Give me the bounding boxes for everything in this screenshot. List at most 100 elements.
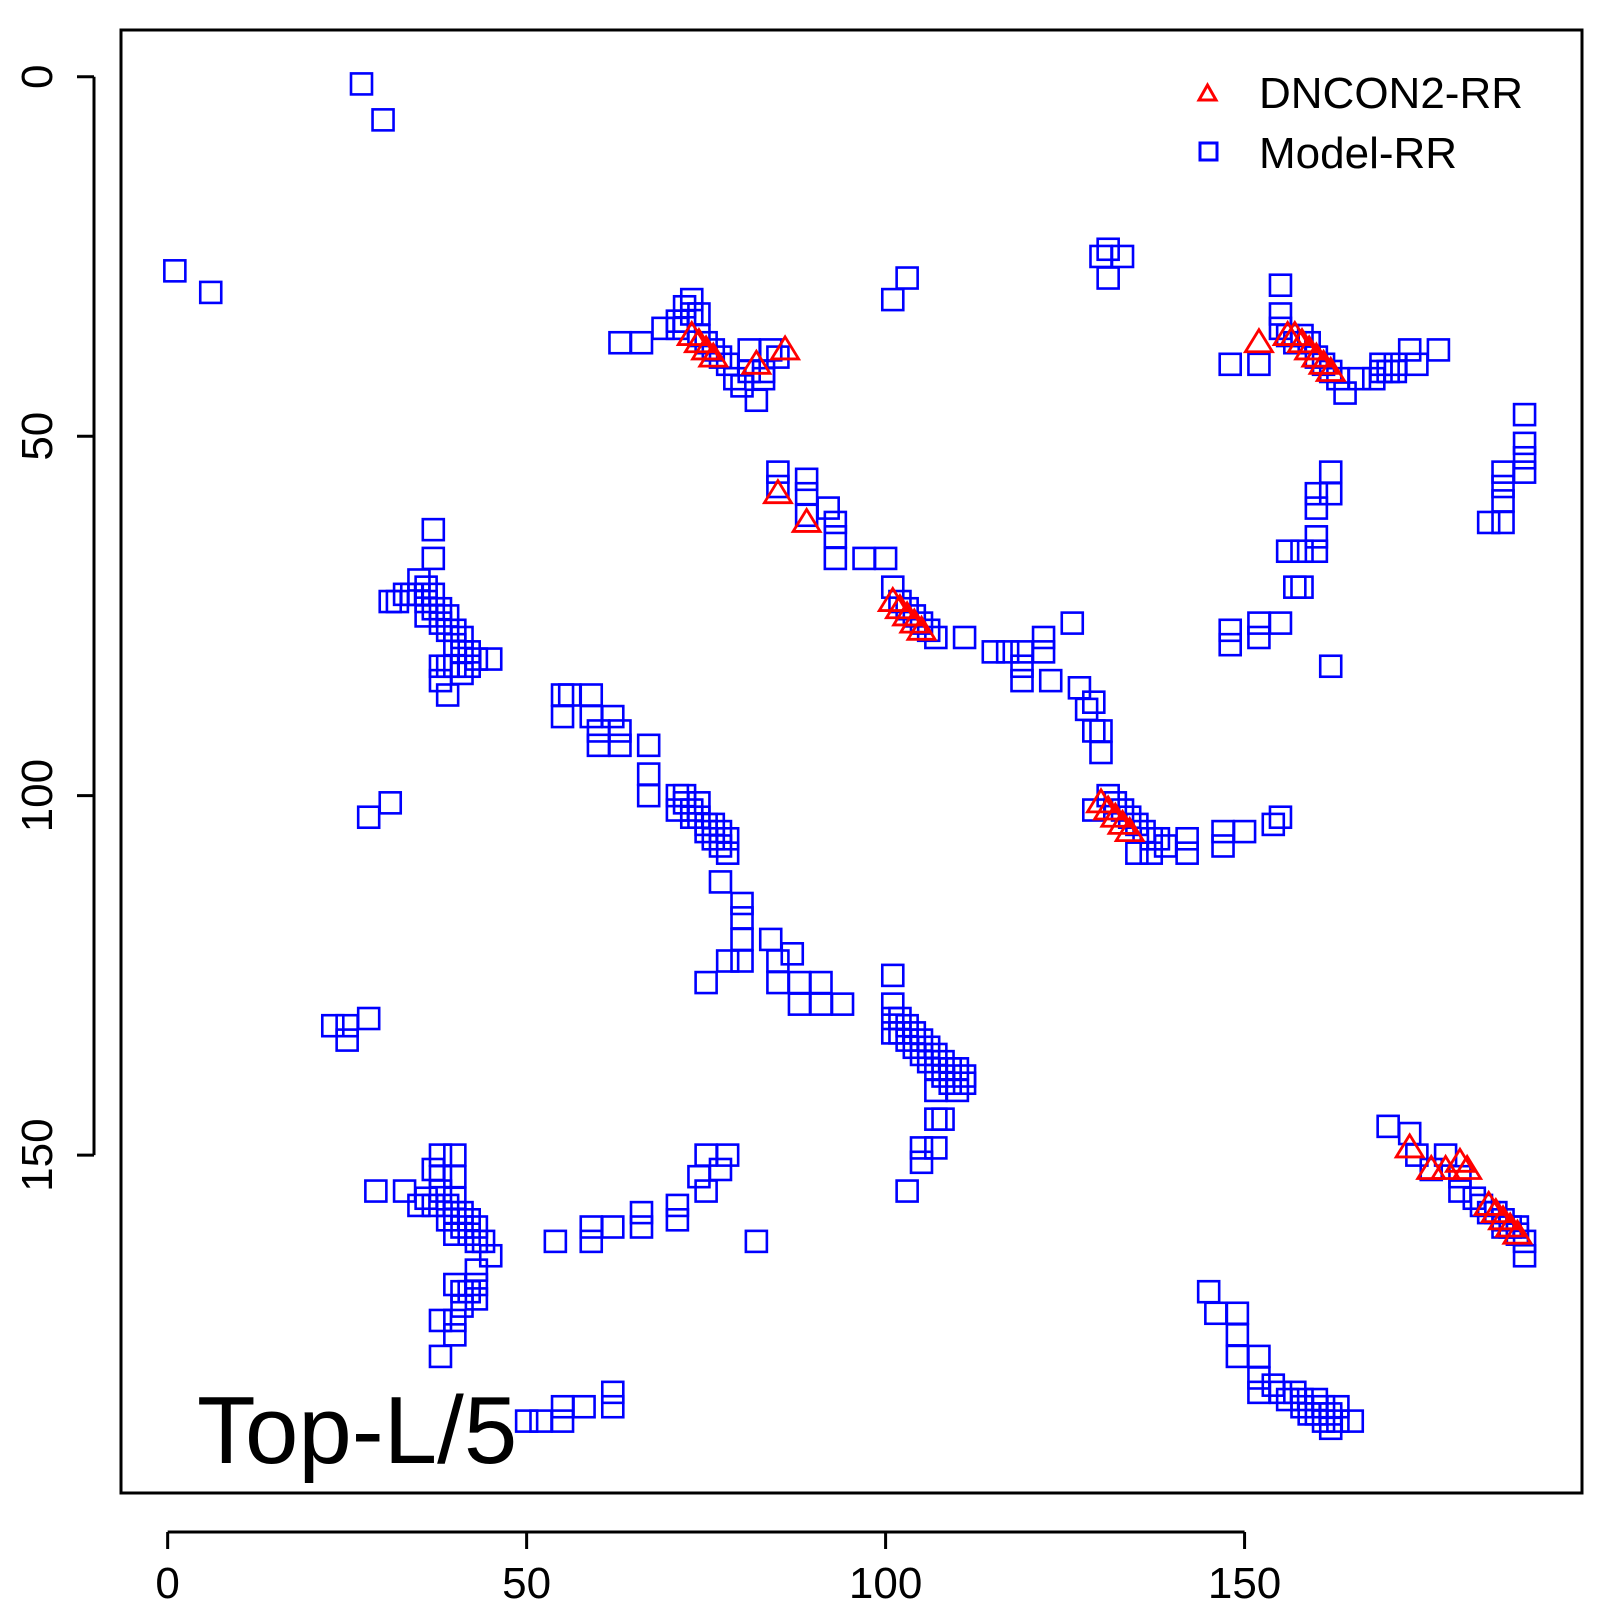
data-marks [163, 72, 1537, 1441]
y-tick-label: 50 [13, 412, 62, 461]
model-rr-square-point [1397, 338, 1422, 362]
model-rr-square-point [895, 1179, 919, 1203]
model-rr-square-point [435, 1193, 460, 1218]
model-rr-square-point [320, 1013, 345, 1038]
model-rr-square-point [1304, 496, 1329, 520]
model-rr-square-point [1247, 625, 1271, 650]
model-rr-square-point [572, 1394, 596, 1419]
model-rr-square-point [1405, 352, 1429, 377]
model-rr-square-point [1326, 1409, 1350, 1433]
dncon2-rr-triangle-point [883, 593, 916, 620]
model-rr-square-point [356, 1006, 381, 1031]
model-rr-square-point [823, 510, 848, 535]
model-rr-square-point [931, 1107, 955, 1131]
model-rr-square-point [1247, 352, 1271, 377]
legend: DNCON2-RR Model-RR [1196, 69, 1523, 178]
dncon2-rr-triangle-point [1472, 1189, 1505, 1216]
model-rr-square-point [450, 661, 474, 686]
model-rr-square-point [1096, 237, 1120, 262]
model-rr-square-point [407, 1193, 431, 1218]
model-rr-square-point [830, 992, 855, 1016]
model-rr-square-point [744, 1229, 769, 1254]
model-rr-square-point [1268, 611, 1293, 635]
dncon2-rr-triangle-point [1429, 1153, 1462, 1180]
dncon2-rr-triangle-point [761, 478, 794, 505]
dncon2-rr-triangle-point [1443, 1146, 1476, 1173]
model-rr-square-point [1089, 740, 1113, 765]
panel-label: Top-L/5 [197, 1377, 517, 1484]
model-rr-square-point [1031, 640, 1056, 664]
model-rr-square-point [543, 1229, 568, 1254]
model-rr-square-point [1175, 826, 1199, 851]
model-rr-square-point [364, 1179, 388, 1203]
model-rr-square-point [629, 330, 654, 355]
legend-label-dncon2: DNCON2-RR [1259, 69, 1523, 118]
legend-label-model: Model-RR [1259, 129, 1457, 178]
dncon2-rr-triangle-point [891, 600, 924, 627]
model-rr-square-point [708, 345, 733, 369]
model-rr-square-point [428, 1179, 453, 1203]
model-rr-square-point [766, 474, 790, 499]
model-rr-square-point [1247, 1366, 1271, 1390]
model-rr-square-point [478, 1243, 503, 1268]
model-rr-square-point [414, 589, 438, 614]
axes: 0 50 100 150 0 50 100 150 [13, 64, 1281, 1600]
model-rr-square-point [428, 1308, 453, 1333]
model-rr-square-point [679, 287, 704, 312]
dncon2-rr-triangle-point [675, 319, 708, 346]
model-rr-square-point [1031, 625, 1056, 650]
model-rr-square-point [780, 942, 805, 966]
model-rr-square-point [579, 1229, 604, 1254]
dncon2-rr-triangle-point [697, 341, 730, 368]
dncon2-rr-triangle-point [740, 348, 773, 375]
model-rr-square-point [924, 1078, 948, 1103]
model-rr-square-point [708, 1157, 733, 1182]
model-rr-square-point [1038, 668, 1063, 693]
model-rr-square-point [1318, 460, 1343, 484]
model-rr-square-point [1311, 1409, 1336, 1433]
plot-frame [119, 28, 1584, 1495]
dncon2-rr-triangle-point [1278, 319, 1311, 346]
model-rr-square-point [715, 826, 740, 851]
model-rr-square-point [723, 366, 747, 391]
model-rr-square-point [435, 604, 460, 628]
y-tick-label: 0 [13, 64, 62, 88]
model-rr-square-point [514, 1409, 539, 1433]
model-rr-square-point [751, 366, 776, 391]
model-rr-square-point [1010, 668, 1034, 693]
model-rr-square-point [163, 259, 187, 283]
model-rr-square-point [1218, 632, 1243, 657]
model-rr-square-point [435, 683, 460, 707]
model-rr-square-point [450, 1215, 474, 1239]
model-rr-square-point [1491, 510, 1515, 535]
dncon2-rr-triangle-point [1314, 355, 1347, 382]
dncon2-rr-triangle-point [1099, 801, 1132, 828]
model-rr-square-point [1275, 539, 1300, 564]
model-rr-square-point [421, 546, 446, 571]
y-tick-label: 100 [13, 759, 62, 832]
x-tick-label: 50 [502, 1559, 551, 1600]
model-rr-square-point [701, 338, 726, 362]
model-rr-square-point [758, 338, 783, 362]
model-rr-square-point [916, 618, 941, 643]
model-rr-square-point [924, 625, 948, 650]
model-rr-square-point [938, 1071, 963, 1096]
dncon2-rr-triangle-point [1487, 1204, 1520, 1231]
model-rr-square-point [1318, 654, 1343, 679]
model-rr-square-point [600, 1215, 625, 1239]
model-rr-square-point [1211, 834, 1235, 858]
model-rr-square-point [672, 294, 697, 319]
dncon2-rr-triangle-point [682, 327, 715, 354]
model-rr-square-point [1369, 352, 1393, 377]
model-rr-square-point [600, 704, 625, 729]
model-rr-square-point [608, 733, 632, 758]
model-rr-square-point [952, 625, 977, 650]
model-rr-square-point [349, 72, 374, 96]
model-rr-square-point [701, 826, 726, 851]
model-rr-square-point [1268, 805, 1293, 830]
model-rr-square-point [457, 1222, 481, 1246]
model-rr-square-point [1261, 812, 1286, 837]
model-rr-square-point [1125, 841, 1149, 865]
model-rr-square-point [600, 1394, 625, 1419]
dncon2-rr-triangle-point [898, 607, 931, 634]
